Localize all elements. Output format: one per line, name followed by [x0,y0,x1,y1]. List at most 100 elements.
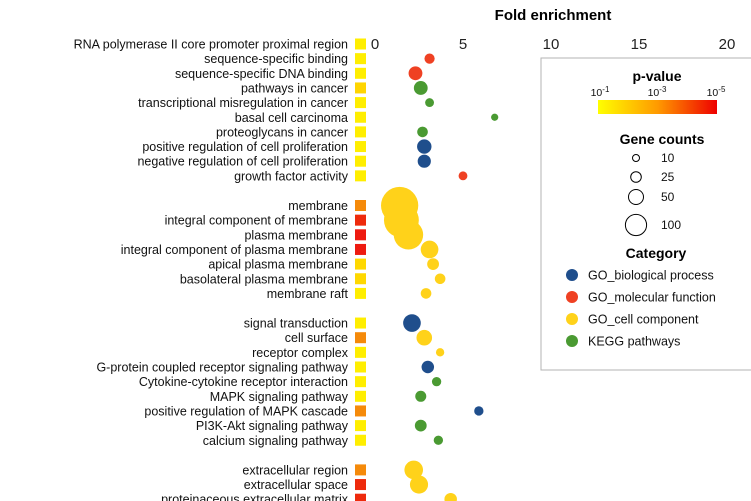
pvalue-square [355,376,366,388]
term-label: growth factor activity [234,169,349,183]
category-legend: GO_biological process GO_molecular functi… [566,269,716,349]
data-bubble [404,460,424,480]
pvalue-square [355,405,366,417]
pvalue-square [355,97,366,109]
category-legend-marker [566,335,578,347]
pvalue-square [355,390,366,402]
term-label: basal cell carcinoma [235,111,348,125]
category-legend-marker [566,313,578,325]
pvalue-square [355,53,366,65]
term-label: membrane [288,199,348,213]
pvalue-square [355,38,366,50]
pvalue-tick-labels: 10-1 10-3 10-5 [591,85,726,99]
term-label: G-protein coupled receptor signaling pat… [96,361,348,375]
gene-count-circle [624,213,648,237]
pvalue-square [355,214,366,226]
term-label: sequence-specific DNA binding [175,67,348,81]
pvalue-square [355,82,366,94]
x-axis-ticks: 0 5 10 15 20 [371,36,736,53]
category-legend-marker [566,291,578,303]
pvalue-legend-title: p-value [632,68,681,84]
term-label: membrane raft [267,287,349,301]
pvalue-square [355,346,366,358]
x-tick-label: 0 [371,36,379,53]
pvalue-square [355,420,366,432]
data-bubble [408,66,423,81]
data-bubble [444,492,457,501]
term-label: receptor complex [252,346,349,360]
pvalue-square [355,479,366,491]
data-bubble [403,314,421,332]
pvalue-square [355,258,366,270]
term-label: signal transduction [244,317,348,331]
gene-count-label: 50 [661,190,675,204]
gene-count-circle [628,189,644,205]
gene-count-legend: 10 25 50 100 [624,151,681,237]
data-bubble [431,376,442,387]
term-label: cell surface [285,331,348,345]
data-bubble [474,406,484,416]
pvalue-tick-label: 10-1 [591,85,610,99]
pvalue-tick-label: 10-3 [648,85,667,99]
pvalue-square [355,229,366,241]
data-bubble [417,154,431,168]
gene-count-circle [632,154,640,162]
data-bubble [425,98,434,108]
pvalue-square [355,155,366,167]
term-label: positive regulation of cell proliferatio… [142,140,348,154]
data-bubbles [381,53,499,501]
gene-count-label: 10 [661,151,675,165]
pvalue-square [355,170,366,182]
legend: p-value 10-1 10-3 10-5 Gene counts 1025501… [540,57,751,371]
pvalue-square [355,332,366,344]
data-bubble [427,258,439,270]
term-label: integral component of plasma membrane [121,243,348,257]
pvalue-square [355,361,366,373]
term-label: negative regulation of cell proliferatio… [137,155,348,169]
term-label: PI3K-Akt signaling pathway [196,419,349,433]
data-bubble [393,220,424,250]
x-tick-label: 20 [719,36,736,53]
data-bubble [424,53,435,64]
pvalue-square [355,141,366,153]
pvalue-square [355,67,366,79]
pvalue-square [355,243,366,255]
data-bubble [458,171,468,181]
x-tick-label: 15 [631,36,648,53]
data-bubble [420,240,439,259]
pvalue-square [355,111,366,123]
term-label: apical plasma membrane [208,258,348,272]
term-rows: RNA polymerase II core promoter proximal… [74,38,366,501]
pvalue-square [355,287,366,299]
term-label: calcium signaling pathway [203,434,349,448]
gene-count-label: 25 [661,170,675,184]
x-tick-label: 10 [543,36,560,53]
term-label: pathways in cancer [241,81,348,95]
pvalue-square [355,464,366,476]
gene-count-circle [630,171,642,183]
pvalue-square [355,317,366,329]
data-bubble [409,475,429,494]
chart-title: Fold enrichment [495,7,612,24]
pvalue-square [355,434,366,446]
category-legend-marker [566,269,578,281]
data-bubble [435,348,445,357]
x-tick-label: 5 [459,36,467,53]
data-bubble [433,435,444,445]
data-bubble [491,113,499,121]
pvalue-square [355,200,366,211]
category-legend-label: GO_cell component [588,313,699,327]
term-label: proteinaceous extracellular matrix [161,493,349,501]
data-bubble [417,139,432,154]
term-label: MAPK signaling pathway [210,390,349,404]
term-label: extracellular space [244,478,348,492]
gene-counts-legend-title: Gene counts [620,131,705,147]
term-label: sequence-specific binding [204,52,348,66]
category-legend-title: Category [626,245,687,261]
category-legend-label: GO_molecular function [588,291,716,305]
pvalue-colorbar [598,100,717,114]
term-label: transcriptional misregulation in cancer [138,96,348,110]
term-label: basolateral plasma membrane [180,272,348,286]
category-legend-label: GO_biological process [588,269,714,283]
